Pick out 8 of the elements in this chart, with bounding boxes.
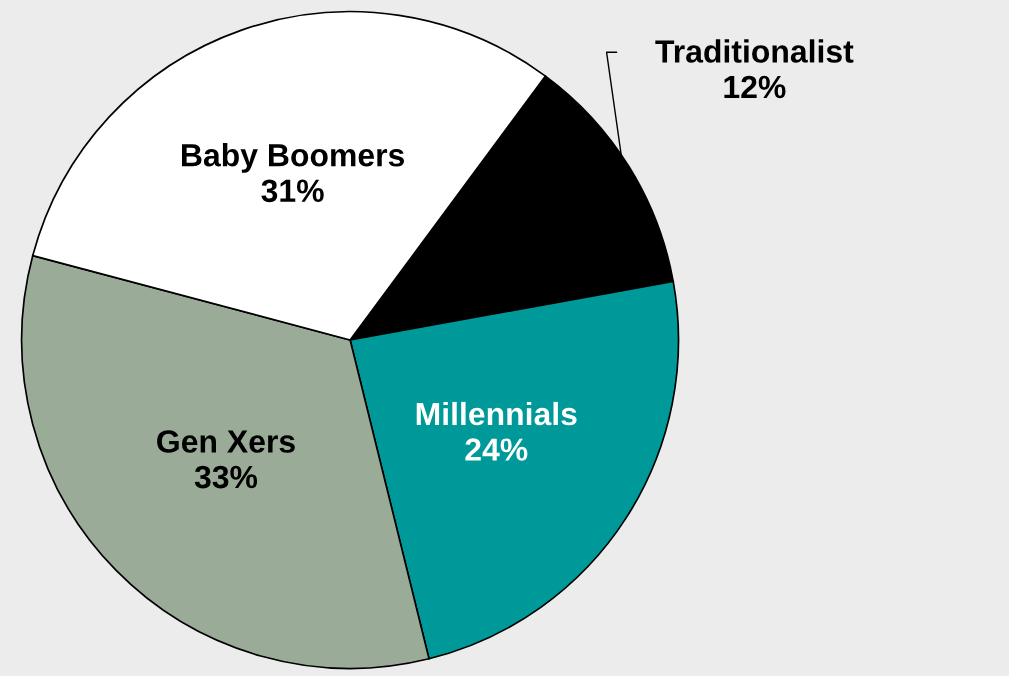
data-label: 24% [465, 438, 528, 461]
data-label: 33% [194, 465, 258, 489]
slice-label: Traditionalist [655, 39, 854, 63]
data-label: 31% [261, 179, 324, 203]
data-label: 12% [724, 75, 786, 99]
slice-label: Millennials [416, 401, 577, 426]
slice-label: Baby Boomers [182, 143, 405, 173]
slice-label: Gen Xers [157, 430, 295, 453]
